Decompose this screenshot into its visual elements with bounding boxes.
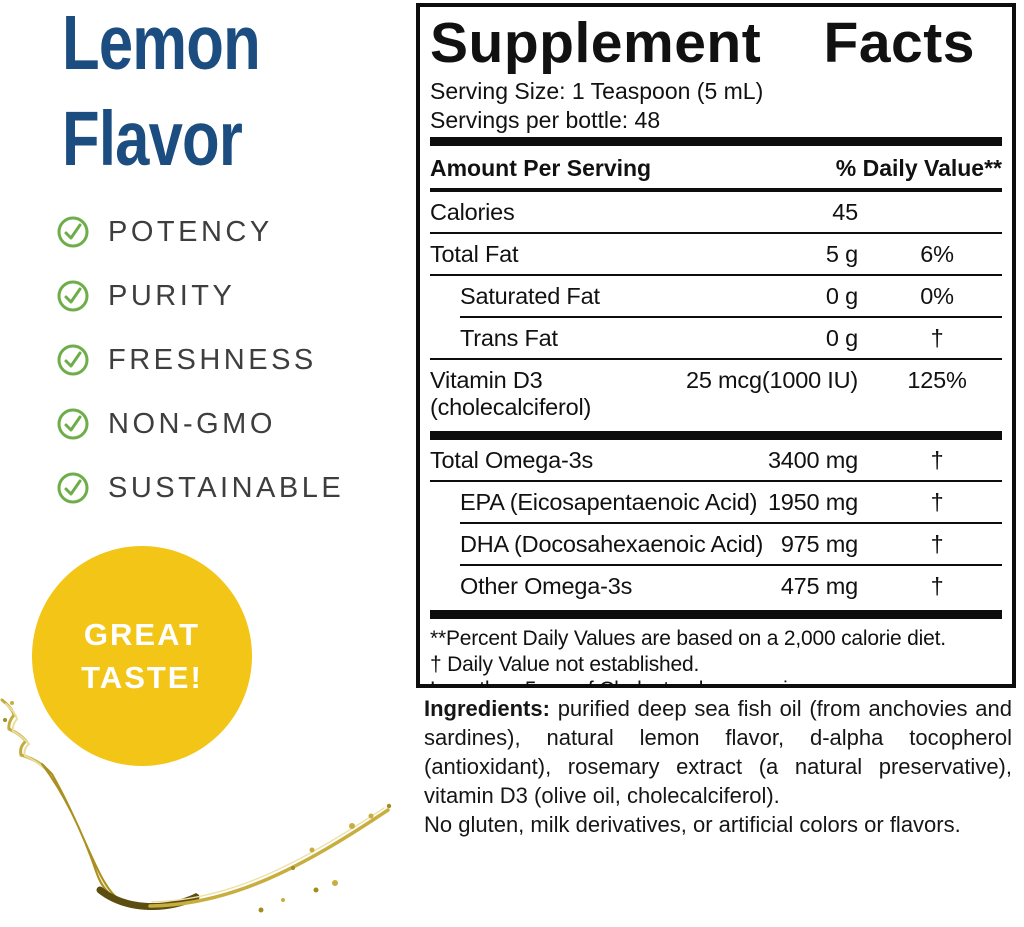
- ingredients-label: Ingredients:: [424, 696, 550, 721]
- footnote-dagger: † Daily Value not established.: [430, 652, 700, 676]
- divider-thin-indented: [460, 316, 1002, 318]
- feature-non-gmo: NON-GMO: [55, 392, 344, 456]
- flavor-title-line1: Lemon: [62, 0, 261, 86]
- supplement-facts-panel: Supplement Facts Serving Size: 1 Teaspoo…: [416, 3, 1016, 688]
- checkmark-circle-icon: [57, 408, 89, 440]
- divider-thin-indented: [460, 522, 1002, 524]
- badge-text-line1: GREAT: [83, 617, 201, 652]
- checkmark-circle-icon: [57, 216, 89, 248]
- checkmark-circle-icon: [57, 280, 89, 312]
- footnote-daily-values: **Percent Daily Values are based on a 2,…: [430, 627, 946, 650]
- row-calories: Calories 45: [430, 199, 858, 225]
- ingredients-paragraph: Ingredients: purified deep sea fish oil …: [424, 694, 1012, 810]
- servings-per-bottle: Servings per bottle: 48: [430, 107, 661, 133]
- feature-list: POTENCY PURITY FRESHNESS NON-GMO: [55, 200, 344, 520]
- divider-thin: [430, 358, 1002, 360]
- oil-splash-illustration: [0, 698, 392, 913]
- divider-thin-indented: [460, 564, 1002, 566]
- row-saturated-fat: Saturated Fat 0 g 0%: [460, 283, 954, 309]
- row-epa: EPA (Eicosapentaenoic Acid) 1950 mg †: [460, 489, 944, 515]
- feature-label: PURITY: [108, 279, 236, 312]
- great-taste-badge: GREAT TASTE!: [32, 546, 252, 766]
- table-header: Amount Per Serving % Daily Value**: [430, 146, 1002, 192]
- header-amount-per-serving: Amount Per Serving: [430, 155, 652, 181]
- divider-thin: [430, 480, 1002, 482]
- feature-purity: PURITY: [55, 264, 344, 328]
- feature-label: SUSTAINABLE: [108, 471, 345, 504]
- footnotes: **Percent Daily Values are based on a 2,…: [430, 626, 1002, 684]
- feature-label: NON-GMO: [108, 407, 276, 440]
- row-other-omega-3s: Other Omega-3s 475 mg †: [460, 573, 944, 599]
- serving-size: Serving Size: 1 Teaspoon (5 mL): [430, 78, 764, 104]
- feature-label: POTENCY: [108, 215, 273, 248]
- divider-thick: [430, 137, 1002, 146]
- row-total-omega-3s: Total Omega-3s 3400 mg †: [430, 447, 944, 473]
- feature-potency: POTENCY: [55, 200, 344, 264]
- vitamin-d3-subname: (cholecalciferol): [430, 394, 592, 420]
- supplement-facts-title: Supplement Facts: [430, 11, 975, 75]
- ingredients-section: Ingredients: purified deep sea fish oil …: [424, 694, 1012, 839]
- header-daily-value: % Daily Value**: [835, 155, 1002, 181]
- badge-text-line2: TASTE!: [81, 660, 203, 695]
- checkmark-circle-icon: [57, 344, 89, 376]
- row-dha: DHA (Docosahexaenoic Acid) 975 mg †: [460, 531, 944, 557]
- footnote-cholesterol: Less than 5 mg of Cholesterol per servin…: [430, 677, 1002, 684]
- divider-thin: [430, 232, 1002, 234]
- ingredients-note: No gluten, milk derivatives, or artifici…: [424, 812, 961, 837]
- ingredients-text: purified deep sea fish oil (from anchovi…: [424, 696, 1012, 808]
- feature-freshness: FRESHNESS: [55, 328, 344, 392]
- row-vitamin-d3: Vitamin D3 (cholecalciferol) 25 mcg(1000…: [430, 367, 967, 420]
- flavor-title-line2: Flavor: [62, 96, 243, 182]
- divider-thick: [430, 610, 1002, 619]
- divider-thin: [430, 274, 1002, 276]
- divider-thick: [430, 431, 1002, 440]
- feature-sustainable: SUSTAINABLE: [55, 456, 344, 520]
- checkmark-circle-icon: [57, 472, 89, 504]
- row-trans-fat: Trans Fat 0 g †: [460, 325, 944, 351]
- flavor-title: Lemon Flavor: [62, 0, 309, 186]
- row-total-fat: Total Fat 5 g 6%: [430, 241, 954, 267]
- feature-label: FRESHNESS: [108, 343, 317, 376]
